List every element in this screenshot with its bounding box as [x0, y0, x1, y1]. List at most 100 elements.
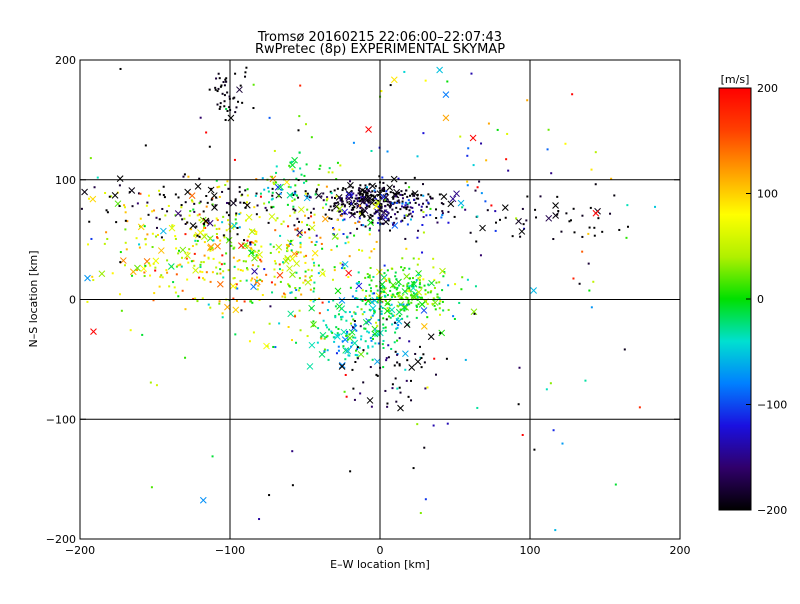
data-point: [408, 303, 411, 306]
data-point: [188, 248, 191, 251]
data-point: [265, 273, 268, 276]
data-point: [304, 270, 307, 273]
data-point: [184, 356, 187, 359]
data-point: [433, 304, 436, 307]
data-point: [190, 199, 193, 202]
data-point: [406, 315, 409, 318]
data-point: [366, 204, 369, 207]
data-point: [424, 387, 427, 390]
data-point: [274, 283, 277, 286]
data-point: [256, 276, 259, 279]
data-point: [312, 324, 315, 327]
data-point: [310, 269, 313, 272]
data-point-x: [308, 341, 316, 349]
data-point-x: [289, 255, 296, 263]
data-point: [371, 314, 374, 317]
data-point: [473, 312, 476, 315]
data-point: [172, 281, 175, 284]
data-point: [350, 208, 353, 211]
data-point: [160, 236, 163, 239]
data-point: [380, 301, 383, 304]
data-point: [277, 195, 280, 198]
data-point: [294, 287, 297, 290]
data-point: [294, 228, 297, 231]
data-point: [311, 258, 314, 261]
data-point: [403, 267, 406, 270]
data-point-x: [359, 187, 366, 194]
data-point: [348, 255, 351, 258]
data-point: [374, 201, 377, 204]
data-point: [110, 195, 113, 198]
data-point: [356, 357, 359, 360]
data-point: [305, 254, 308, 257]
data-point: [235, 283, 238, 286]
data-point: [250, 247, 253, 250]
data-point: [243, 239, 246, 242]
data-point: [403, 70, 406, 73]
data-point: [212, 257, 215, 260]
data-point: [241, 269, 244, 272]
data-point: [238, 213, 241, 216]
data-point: [345, 197, 348, 200]
data-point: [408, 340, 411, 343]
data-point: [422, 132, 425, 135]
data-point: [278, 263, 281, 266]
data-point: [420, 205, 423, 208]
data-point: [368, 256, 371, 259]
data-point: [205, 271, 208, 274]
data-point: [447, 210, 450, 213]
data-point: [225, 80, 228, 83]
data-point: [480, 192, 483, 195]
data-point: [404, 182, 407, 185]
data-point: [517, 403, 520, 406]
data-point: [356, 197, 359, 200]
data-point: [328, 167, 331, 170]
data-point: [438, 307, 441, 310]
data-point: [373, 212, 376, 215]
data-point: [305, 180, 308, 183]
data-point: [442, 203, 445, 206]
data-point: [521, 433, 524, 436]
data-point: [395, 217, 398, 220]
data-point: [521, 207, 524, 210]
data-point: [266, 345, 269, 348]
data-point: [228, 203, 231, 206]
data-point: [340, 318, 343, 321]
data-point: [337, 327, 340, 330]
data-point: [417, 229, 420, 232]
data-point-x: [408, 364, 416, 371]
data-point: [284, 293, 287, 296]
data-point: [395, 327, 398, 330]
data-point: [254, 194, 257, 197]
data-point: [123, 264, 126, 267]
data-point: [146, 233, 149, 236]
data-point: [396, 339, 399, 342]
data-point: [339, 210, 342, 213]
data-point: [395, 206, 398, 209]
data-point: [358, 217, 361, 220]
data-point-x: [447, 200, 455, 208]
data-point-x: [342, 347, 350, 354]
data-point: [418, 286, 421, 289]
data-point: [240, 309, 243, 312]
data-point: [440, 202, 443, 205]
data-point: [399, 391, 402, 394]
data-point: [564, 142, 567, 145]
data-point: [317, 183, 320, 186]
data-point: [373, 311, 376, 314]
data-point: [426, 386, 429, 389]
data-point: [154, 266, 157, 269]
data-point: [519, 235, 522, 238]
data-point: [151, 246, 154, 249]
data-point: [405, 296, 408, 299]
data-point: [269, 251, 272, 254]
data-point: [447, 221, 450, 224]
data-point-x: [84, 274, 91, 282]
data-point: [315, 188, 318, 191]
data-point: [255, 178, 258, 181]
data-point: [434, 308, 437, 311]
data-point: [626, 204, 629, 207]
data-point: [415, 197, 418, 200]
data-point: [155, 384, 158, 387]
data-point: [353, 200, 356, 203]
